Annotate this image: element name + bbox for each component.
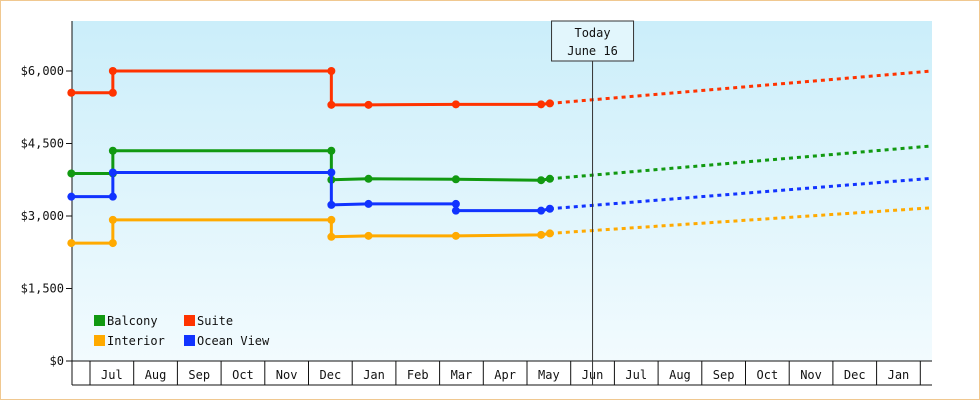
x-tick-label: Feb (407, 368, 429, 382)
x-tick-label: Jul (625, 368, 647, 382)
x-tick-label: May (538, 368, 560, 382)
x-tick-label: Mar (451, 368, 473, 382)
y-tick-label: $6,000 (21, 64, 64, 78)
data-point (364, 231, 373, 240)
data-point (545, 229, 554, 238)
data-point (537, 206, 546, 215)
legend-swatch (94, 315, 105, 326)
x-tick-label: Oct (757, 368, 779, 382)
data-point (327, 200, 336, 209)
data-point (537, 230, 546, 239)
x-tick-label: Dec (844, 368, 866, 382)
data-point (108, 146, 117, 155)
data-point (545, 99, 554, 108)
data-point (545, 174, 554, 183)
data-point (108, 88, 117, 97)
data-point (327, 67, 336, 75)
legend-swatch (184, 315, 195, 326)
data-point (108, 215, 117, 224)
x-tick-label: Jan (888, 368, 910, 382)
data-point (451, 231, 460, 240)
data-point (327, 232, 336, 241)
data-point (327, 100, 336, 109)
y-tick-label: $3,000 (21, 209, 64, 223)
plot-area (72, 21, 932, 361)
data-point (451, 100, 460, 109)
data-point (67, 192, 76, 201)
data-point (364, 174, 373, 183)
data-point (108, 239, 117, 248)
data-point (537, 100, 546, 109)
x-tick-label: Nov (800, 368, 822, 382)
x-tick-label: Jan (363, 368, 385, 382)
today-date: June 16 (567, 44, 618, 58)
x-tick-label: Aug (145, 368, 167, 382)
x-tick-label: Sep (713, 368, 735, 382)
series-interior (67, 206, 933, 248)
data-point (451, 206, 460, 215)
data-point (67, 169, 76, 178)
data-point (67, 88, 76, 97)
legend-label: Interior (107, 334, 165, 348)
x-tick-label: Apr (494, 368, 516, 382)
data-point (364, 100, 373, 109)
x-tick-label: Sep (188, 368, 210, 382)
data-point (108, 168, 117, 177)
today-box (551, 20, 635, 62)
y-tick-label: $1,500 (21, 282, 64, 296)
data-point (537, 176, 546, 185)
legend-swatch (94, 335, 105, 346)
y-tick-label: $4,500 (21, 137, 64, 151)
legend-label: Ocean View (197, 334, 270, 348)
x-tick-label: Dec (320, 368, 342, 382)
legend-swatch (184, 335, 195, 346)
data-point (327, 215, 336, 224)
data-point (108, 67, 117, 75)
data-point (364, 199, 373, 208)
data-point (451, 175, 460, 184)
series-ocean-view (67, 168, 933, 215)
data-point (327, 168, 336, 177)
series-line (71, 171, 551, 213)
data-point (108, 192, 117, 201)
today-label: Today (574, 26, 610, 40)
x-tick-label: Aug (669, 368, 691, 382)
series-suite (67, 67, 933, 109)
data-point (327, 146, 336, 155)
data-point (451, 199, 460, 208)
data-point (67, 239, 76, 248)
x-tick-label: Nov (276, 368, 298, 382)
y-tick-label: $0 (50, 354, 64, 368)
legend-label: Suite (197, 314, 233, 328)
data-point (545, 204, 554, 213)
x-tick-label: Oct (232, 368, 254, 382)
x-tick-label: Jul (101, 368, 123, 382)
legend-label: Balcony (107, 314, 158, 328)
